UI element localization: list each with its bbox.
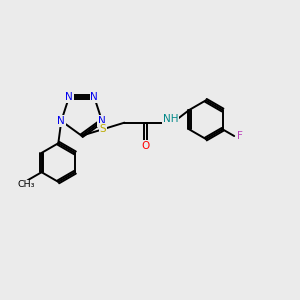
Text: F: F	[237, 131, 242, 141]
Text: O: O	[142, 141, 150, 151]
Text: N: N	[57, 116, 65, 126]
Text: N: N	[65, 92, 73, 102]
Text: S: S	[100, 124, 106, 134]
Text: N: N	[90, 92, 98, 102]
Text: CH₃: CH₃	[17, 180, 35, 189]
Text: N: N	[98, 116, 106, 126]
Text: NH: NH	[163, 114, 178, 124]
